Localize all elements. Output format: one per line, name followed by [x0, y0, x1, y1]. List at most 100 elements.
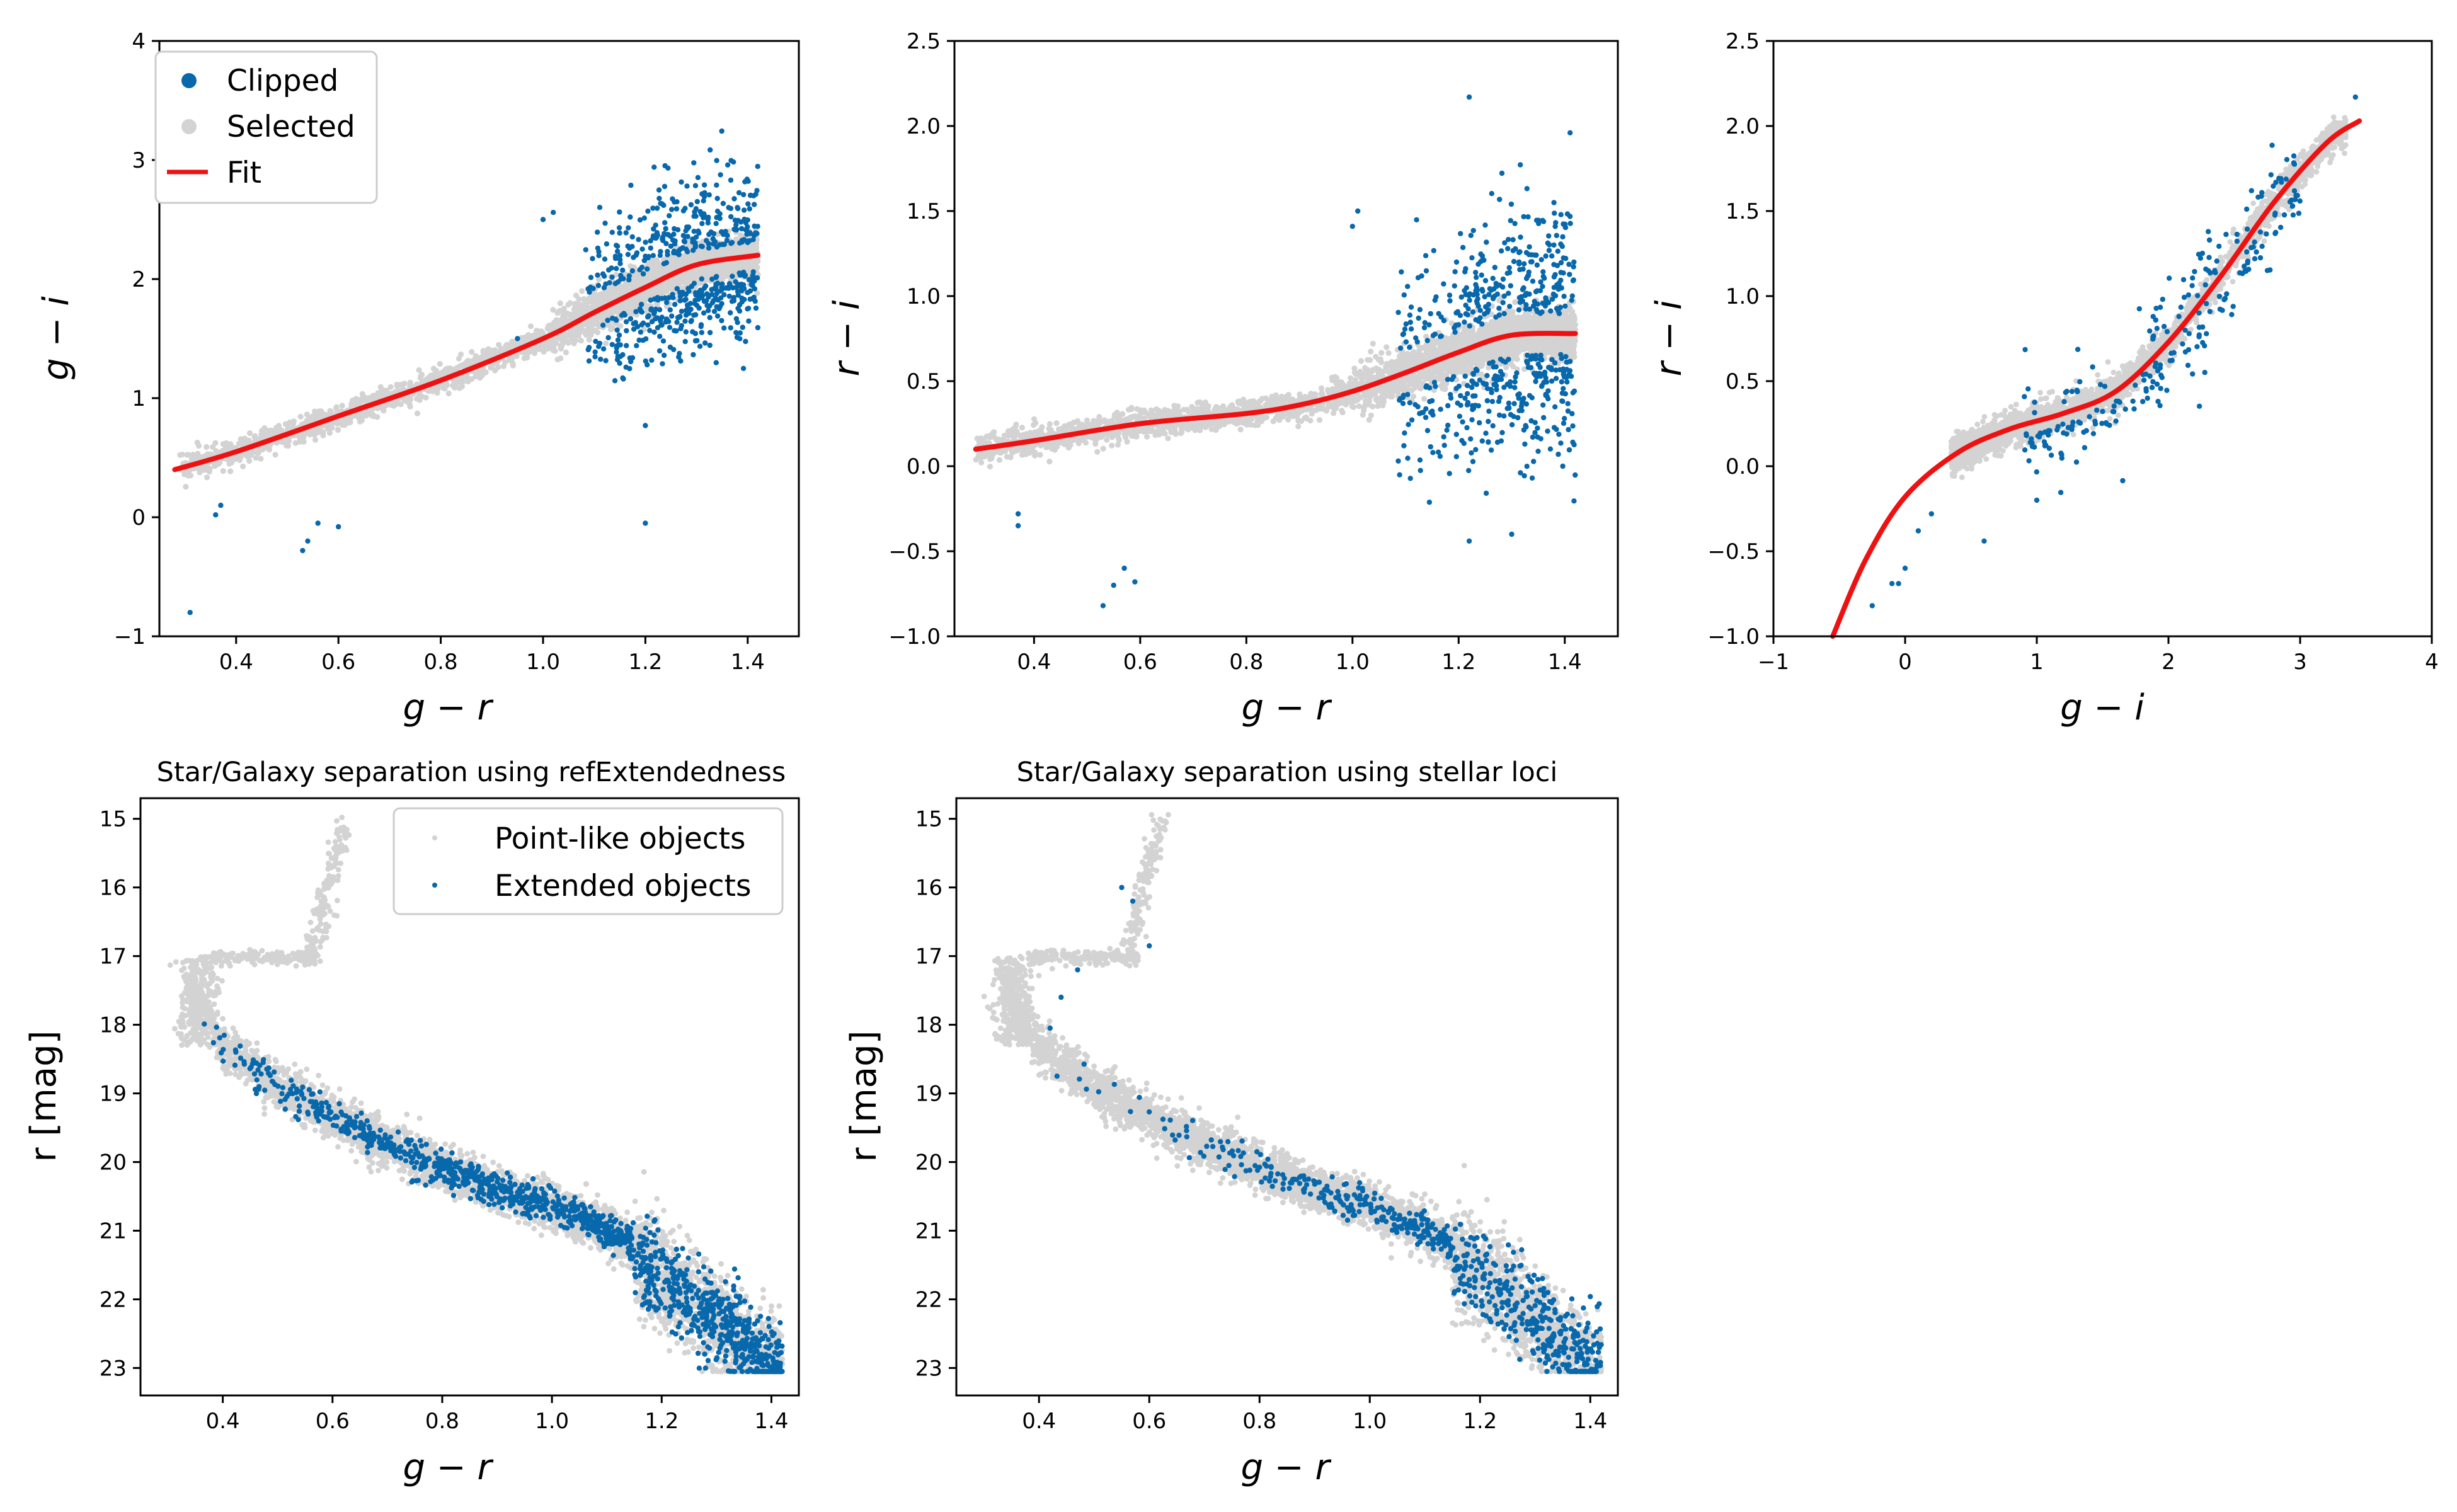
- selected-point: [655, 264, 662, 270]
- clipped-point: [736, 308, 743, 314]
- clipped-point: [747, 296, 753, 302]
- selected-point: [655, 287, 662, 293]
- selected-point: [731, 265, 737, 272]
- clipped-point: [733, 316, 740, 322]
- selected-point: [312, 408, 318, 415]
- clipped-point: [646, 254, 651, 260]
- selected-point: [557, 300, 563, 306]
- clipped-point: [585, 346, 591, 353]
- selected-point: [557, 307, 563, 314]
- clipped-point: [614, 327, 620, 333]
- clipped-point: [604, 241, 610, 247]
- selected-point: [733, 248, 740, 254]
- clipped-point: [688, 319, 694, 324]
- clipped-point: [603, 358, 609, 364]
- clipped-point: [629, 234, 635, 240]
- clipped-point: [651, 329, 657, 335]
- clipped-point: [595, 272, 600, 278]
- selected-point: [285, 424, 292, 430]
- clipped-point: [728, 205, 734, 212]
- clipped-point: [699, 329, 705, 335]
- clipped-point: [620, 352, 626, 358]
- clipped-point: [706, 294, 711, 300]
- clipped-point: [719, 281, 725, 287]
- clipped-point: [617, 261, 623, 266]
- x-tick-label: 0.8: [424, 650, 458, 675]
- clipped-point: [640, 271, 646, 277]
- scatter-points: [973, 94, 1579, 609]
- clipped-point: [609, 274, 615, 280]
- clipped-point: [683, 307, 689, 313]
- clipped-point: [692, 331, 699, 336]
- clipped-point: [680, 232, 687, 239]
- clipped-point: [643, 239, 648, 245]
- clipped-point: [711, 241, 716, 247]
- selected-point: [246, 458, 253, 464]
- clipped-point: [663, 226, 668, 232]
- selected-point: [680, 260, 687, 266]
- clipped-point: [693, 206, 699, 212]
- clipped-point: [699, 212, 704, 217]
- selected-point: [571, 311, 577, 318]
- clipped-point: [752, 202, 757, 207]
- clipped-point: [702, 283, 709, 289]
- clipped-point: [699, 276, 705, 282]
- selected-point: [555, 318, 561, 324]
- clipped-point: [674, 319, 680, 325]
- clipped-point: [636, 237, 641, 243]
- clipped-point: [731, 226, 737, 232]
- clipped-point: [627, 316, 634, 322]
- selected-point: [297, 413, 304, 420]
- selected-point: [492, 367, 498, 374]
- clipped-point: [588, 275, 594, 280]
- selected-point: [554, 357, 561, 363]
- selected-point: [334, 420, 340, 427]
- selected-point: [644, 289, 650, 295]
- selected-point: [719, 249, 725, 255]
- selected-point: [212, 440, 219, 446]
- clipped-point: [654, 230, 660, 236]
- clipped-point: [735, 205, 740, 210]
- selected-point: [261, 425, 268, 432]
- clipped-point: [650, 253, 656, 258]
- selected-point: [510, 360, 516, 367]
- selected-point: [179, 451, 185, 458]
- selected-point: [195, 442, 202, 449]
- clipped-point: [745, 306, 752, 311]
- clipped-point: [739, 299, 745, 305]
- clipped-point: [714, 182, 719, 188]
- clipped-point: [669, 207, 675, 212]
- clipped-point: [637, 217, 643, 223]
- selected-point: [552, 348, 558, 354]
- clipped-point: [753, 305, 759, 311]
- selected-point: [333, 405, 340, 411]
- clipped-point: [670, 292, 675, 297]
- selected-point: [329, 425, 335, 431]
- clipped-point: [586, 358, 592, 364]
- selected-point: [700, 254, 706, 260]
- clipped-point: [596, 253, 602, 258]
- clipped-point: [714, 195, 720, 202]
- clipped-point: [600, 346, 607, 352]
- clipped-point: [683, 329, 689, 335]
- clipped-point: [615, 337, 621, 343]
- clipped-point: [678, 358, 684, 364]
- clipped-point: [691, 239, 697, 245]
- selected-point: [373, 392, 379, 399]
- clipped-point: [661, 261, 667, 266]
- selected-point: [579, 288, 585, 294]
- clipped-point: [707, 329, 713, 336]
- clipped-point: [717, 215, 723, 221]
- clipped-point: [598, 357, 604, 362]
- clipped-point: [752, 223, 757, 229]
- selected-point: [558, 345, 564, 352]
- clipped-point: [656, 195, 662, 202]
- clipped-point: [624, 343, 629, 348]
- clipped-point: [595, 283, 602, 289]
- clipped-point: [612, 316, 619, 322]
- clipped-point: [655, 315, 660, 321]
- clipped-point: [631, 326, 637, 332]
- selected-point: [188, 472, 194, 479]
- clipped-point: [718, 288, 723, 294]
- clipped-point: [732, 217, 738, 223]
